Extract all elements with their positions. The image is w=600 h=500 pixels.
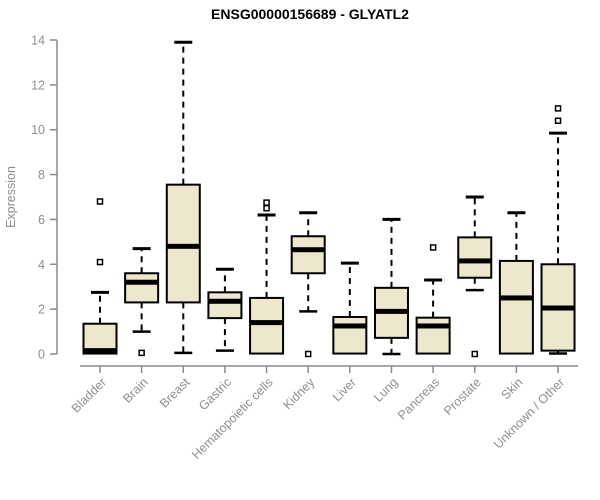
box-kidney bbox=[290, 211, 326, 358]
box-pancreas bbox=[415, 244, 451, 355]
box-rect bbox=[498, 259, 534, 355]
box-series bbox=[82, 40, 576, 358]
median-line bbox=[125, 279, 159, 285]
y-tick-label: 8 bbox=[38, 168, 45, 182]
x-tick-label: Lung bbox=[371, 375, 401, 405]
median-line bbox=[166, 243, 200, 249]
box-rect bbox=[124, 272, 160, 304]
chart-title: ENSG00000156689 - GLYATL2 bbox=[211, 6, 409, 22]
box-unknown-other bbox=[540, 105, 576, 355]
box-skin bbox=[498, 211, 534, 355]
box-prostate bbox=[457, 195, 493, 358]
x-tick-label: Bladder bbox=[69, 375, 109, 415]
y-tick-label: 14 bbox=[31, 34, 45, 48]
median-line bbox=[208, 298, 242, 304]
outlier-point bbox=[263, 204, 270, 212]
x-tick-label: Hematopoietic cells bbox=[189, 375, 276, 462]
median-line bbox=[83, 348, 117, 354]
median-line bbox=[416, 323, 450, 329]
outlier-point bbox=[554, 117, 562, 124]
y-tick-label: 0 bbox=[38, 348, 45, 362]
outlier-point bbox=[138, 349, 145, 357]
median-line bbox=[333, 323, 367, 329]
x-tick-label: Pancreas bbox=[395, 375, 442, 422]
y-tick-label: 12 bbox=[31, 78, 45, 92]
box-brain bbox=[124, 247, 160, 357]
y-axis: 0 2 4 6 8 10 12 14 bbox=[31, 34, 58, 362]
outlier-point bbox=[554, 105, 562, 112]
median-line bbox=[250, 320, 284, 326]
box-rect bbox=[332, 315, 368, 355]
x-tick-label: Prostate bbox=[441, 375, 484, 418]
box-rect bbox=[249, 296, 285, 355]
y-tick-label: 6 bbox=[38, 213, 45, 227]
box-liver bbox=[332, 261, 368, 355]
y-axis-label: Expression bbox=[4, 166, 18, 228]
median-line bbox=[291, 247, 325, 253]
box-rect bbox=[207, 291, 243, 320]
box-rect bbox=[165, 183, 201, 304]
box-hematopoietic-cells bbox=[249, 199, 285, 355]
x-tick-label: Unknown / Other bbox=[491, 375, 567, 451]
outlier-point bbox=[429, 244, 437, 251]
x-tick-label: Liver bbox=[330, 375, 359, 404]
outlier-point bbox=[304, 350, 312, 358]
box-rect bbox=[457, 236, 493, 279]
x-tick-label: Skin bbox=[498, 375, 525, 402]
x-tick-label: Gastric bbox=[196, 375, 234, 413]
box-rect bbox=[290, 235, 326, 275]
x-tick-label: Brain bbox=[120, 375, 151, 406]
box-gastric bbox=[207, 267, 243, 352]
outlier-point bbox=[96, 258, 104, 266]
box-lung bbox=[373, 217, 409, 356]
y-tick-label: 2 bbox=[38, 303, 45, 317]
box-rect bbox=[415, 316, 451, 355]
median-line bbox=[541, 305, 575, 311]
y-tick-label: 10 bbox=[31, 123, 45, 137]
box-breast bbox=[165, 40, 201, 355]
median-line bbox=[458, 258, 492, 264]
median-line bbox=[374, 308, 408, 314]
outlier-point bbox=[471, 350, 479, 358]
box-bladder bbox=[82, 198, 118, 355]
y-tick-label: 4 bbox=[38, 258, 45, 272]
outlier-point bbox=[96, 198, 104, 205]
outlier-point bbox=[263, 199, 270, 206]
x-tick-label: Kidney bbox=[280, 375, 317, 412]
median-line bbox=[499, 295, 533, 301]
x-tick-label: Breast bbox=[157, 375, 193, 411]
